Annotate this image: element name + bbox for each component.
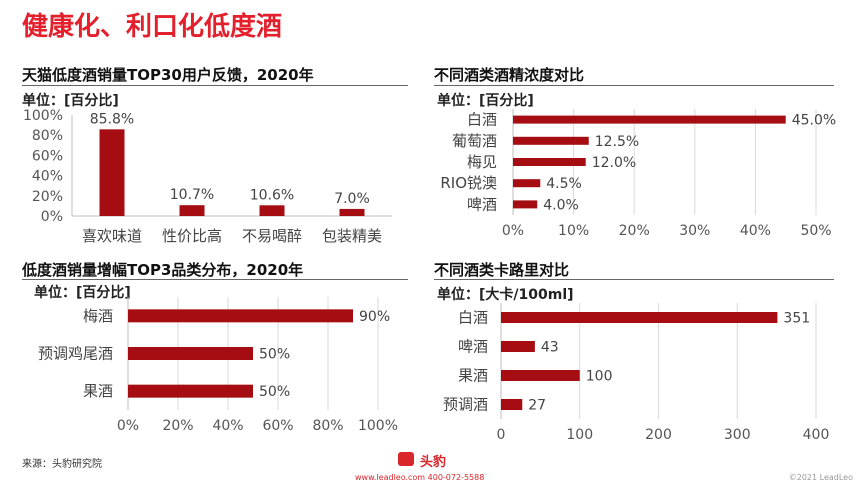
leopard-logo-icon [398, 452, 414, 466]
category-label: 梅见 [467, 153, 497, 171]
data-label: 85.8% [90, 111, 134, 127]
source-note: 来源：头豹研究院 [22, 459, 102, 470]
brand-name: 头豹 [420, 455, 447, 470]
data-label: 45.0% [792, 113, 836, 129]
category-label: 梅酒 [83, 307, 113, 325]
category-label: 啤酒 [458, 338, 488, 356]
bar [513, 115, 786, 124]
bar [501, 370, 580, 381]
data-label: 12.0% [592, 155, 636, 171]
category-label: 白酒 [467, 111, 497, 129]
data-label: 4.5% [546, 176, 582, 192]
alcohol-unit-label: 单位：[百分比] [437, 93, 534, 109]
bar [128, 309, 353, 323]
x-tick-label: 10% [558, 223, 589, 239]
x-tick-label: 200 [645, 427, 672, 443]
brand-logo: 头豹 [398, 450, 468, 470]
bar [128, 384, 253, 398]
bar [259, 205, 285, 216]
alcohol-title-rule [434, 85, 834, 86]
y-tick-label: 0% [41, 209, 63, 225]
x-tick-label: 喜欢味道 [82, 227, 142, 245]
x-tick-label: 20% [162, 418, 193, 434]
y-tick-label: 80% [32, 128, 63, 144]
alcohol-chart-title: 不同酒类酒精浓度对比 [434, 66, 585, 84]
x-tick-label: 性价比高 [162, 227, 222, 245]
bar [99, 129, 125, 216]
bar [513, 158, 586, 166]
feedback-chart-title: 天猫低度酒销量TOP30用户反馈，2020年 [22, 66, 314, 84]
x-tick-label: 100% [358, 418, 398, 434]
data-label: 43 [541, 340, 559, 356]
x-tick-label: 300 [724, 427, 751, 443]
growth-title-rule [22, 279, 408, 280]
x-tick-label: 包装精美 [322, 227, 382, 245]
growth-chart-title: 低度酒销量增幅TOP3品类分布，2020年 [22, 261, 304, 279]
x-tick-label: 0 [497, 427, 506, 443]
data-label: 90% [359, 309, 390, 325]
x-tick-label: 20% [619, 223, 650, 239]
data-label: 10.7% [170, 187, 214, 203]
data-label: 4.0% [543, 197, 579, 213]
category-label: RIO锐澳 [440, 174, 497, 192]
y-tick-label: 40% [32, 169, 63, 185]
category-label: 白酒 [458, 309, 488, 327]
x-tick-label: 80% [312, 418, 343, 434]
data-label: 50% [259, 347, 290, 363]
x-tick-label: 0% [117, 418, 139, 434]
data-label: 12.5% [595, 134, 639, 150]
calories-chart: 0 100 200 300 400 351 白酒 43 啤酒 100 果酒 27 预调酒 [443, 303, 830, 443]
feedback-chart: 0% 20% 40% 60% 80% 100% 85.8% 喜欢味道 10.7% 性价比高 10.6… [23, 108, 392, 245]
x-tick-label: 60% [262, 418, 293, 434]
data-label: 100 [586, 369, 613, 385]
calories-title-rule [434, 279, 834, 280]
y-tick-label: 100% [23, 108, 63, 124]
bar [128, 347, 253, 360]
category-label: 果酒 [458, 367, 488, 385]
data-label: 351 [783, 311, 810, 327]
y-tick-label: 20% [32, 189, 63, 205]
bar [501, 312, 778, 323]
x-tick-label: 0% [502, 223, 524, 239]
calories-chart-title: 不同酒类卡路里对比 [434, 261, 570, 279]
category-label: 预调鸡尾酒 [38, 345, 113, 363]
category-label: 啤酒 [467, 195, 497, 213]
copyright: ©2021 LeadLeo [788, 473, 853, 482]
category-label: 葡萄酒 [452, 132, 497, 150]
x-tick-label: 100 [566, 427, 593, 443]
bar [339, 208, 365, 216]
calories-unit-label: 单位：[大卡/100ml] [437, 287, 574, 303]
alcohol-chart: 0% 10% 20% 30% 40% 50% 45.0% 白酒 12.5% 葡萄酒 12.0% 梅见 4… [440, 109, 836, 239]
bar [513, 179, 541, 188]
bar [179, 205, 205, 216]
bar [501, 399, 523, 410]
category-label: 预调酒 [443, 396, 488, 414]
data-label: 27 [528, 398, 546, 414]
bar [513, 200, 538, 209]
x-tick-label: 400 [803, 427, 830, 443]
contact-info: www.leadleo.com 400-072-5588 [355, 473, 485, 482]
data-label: 7.0% [334, 191, 370, 207]
growth-chart: 0% 20% 40% 60% 80% 100% 90% 梅酒 50% 预调鸡尾酒 50% 果酒 [38, 297, 398, 434]
x-tick-label: 30% [679, 223, 710, 239]
data-label: 50% [259, 384, 290, 400]
bar [501, 341, 535, 352]
growth-unit-label: 单位：[百分比] [34, 285, 131, 301]
x-tick-label: 40% [740, 223, 771, 239]
feedback-unit-label: 单位：[百分比] [22, 93, 119, 109]
feedback-title-rule [22, 85, 408, 86]
data-label: 10.6% [250, 187, 294, 203]
y-tick-label: 60% [32, 148, 63, 164]
bar [513, 136, 589, 145]
category-label: 果酒 [83, 382, 113, 400]
x-tick-label: 50% [800, 223, 831, 239]
x-tick-label: 40% [212, 418, 243, 434]
page-title: 健康化、利口化低度酒 [22, 12, 283, 42]
x-tick-label: 不易喝醉 [242, 227, 302, 245]
